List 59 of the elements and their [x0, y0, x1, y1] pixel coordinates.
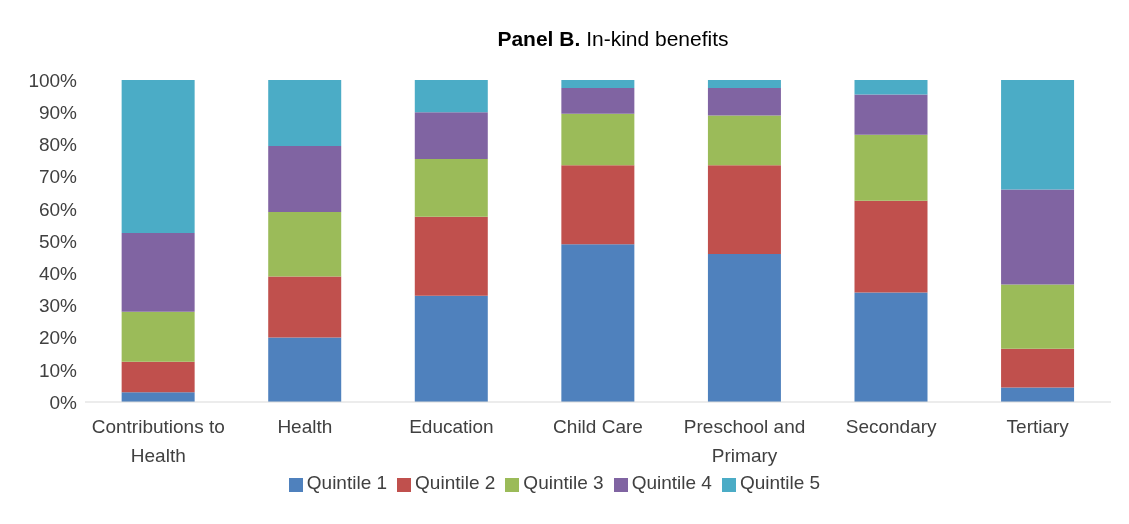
bar: [121, 392, 195, 402]
bar: [707, 253, 781, 402]
y-tick-label: 60%: [38, 198, 78, 220]
y-tick-label: 100%: [28, 69, 78, 91]
x-tick-label: Education: [409, 416, 494, 438]
bar: [414, 112, 488, 159]
y-tick-label: 20%: [38, 327, 78, 349]
bar: [414, 216, 488, 296]
bar: [268, 212, 342, 277]
x-tick-label: Contributions to Health: [91, 416, 225, 467]
bar: [1001, 348, 1075, 388]
bar: [414, 80, 488, 113]
bar: [561, 88, 635, 114]
legend-label: Quintile 4: [631, 472, 712, 493]
bar: [854, 200, 928, 293]
legend-label: Quintile 2: [415, 472, 496, 493]
bar: [561, 244, 635, 402]
bar: [1001, 189, 1075, 285]
bar: [1001, 80, 1075, 190]
legend-label: Quintile 5: [739, 472, 821, 493]
chart-title: Panel B. In-kind benefits: [497, 27, 729, 50]
bar: [414, 295, 488, 402]
bar: [561, 80, 635, 89]
bar: [854, 94, 928, 135]
bar: [268, 337, 342, 402]
y-tick-label: 50%: [38, 230, 78, 252]
bar: [561, 113, 635, 166]
y-tick-label: 10%: [38, 359, 78, 381]
y-tick-label: 0%: [49, 391, 78, 413]
bar: [1001, 387, 1075, 402]
legend-label: Quintile 1: [306, 472, 388, 493]
y-tick-label: 90%: [38, 101, 78, 123]
bar: [854, 292, 928, 402]
bar: [268, 80, 342, 147]
bar: [707, 80, 781, 89]
bar: [707, 115, 781, 166]
bar: [268, 146, 342, 213]
bar: [707, 88, 781, 116]
bar: [1001, 284, 1075, 349]
x-tick-label: Preschool and Primary: [683, 416, 806, 467]
bar: [854, 134, 928, 201]
y-tick-label: 40%: [38, 262, 78, 284]
y-tick-label: 70%: [38, 166, 78, 188]
bar: [854, 80, 928, 95]
bar: [561, 165, 635, 245]
x-tick-label: Child Care: [553, 416, 643, 438]
y-tick-label: 30%: [38, 295, 78, 317]
x-tick-label: Health: [277, 416, 333, 438]
x-tick-label: Tertiary: [1006, 416, 1070, 438]
bar: [268, 276, 342, 338]
bar: [707, 165, 781, 254]
bar: [121, 361, 195, 393]
bar: [121, 232, 195, 312]
bar: [414, 158, 488, 217]
x-tick-label: Secondary: [845, 416, 938, 438]
y-tick-label: 80%: [38, 134, 78, 156]
bar: [121, 311, 195, 362]
legend-label: Quintile 3: [523, 472, 604, 493]
bar: [121, 80, 195, 233]
